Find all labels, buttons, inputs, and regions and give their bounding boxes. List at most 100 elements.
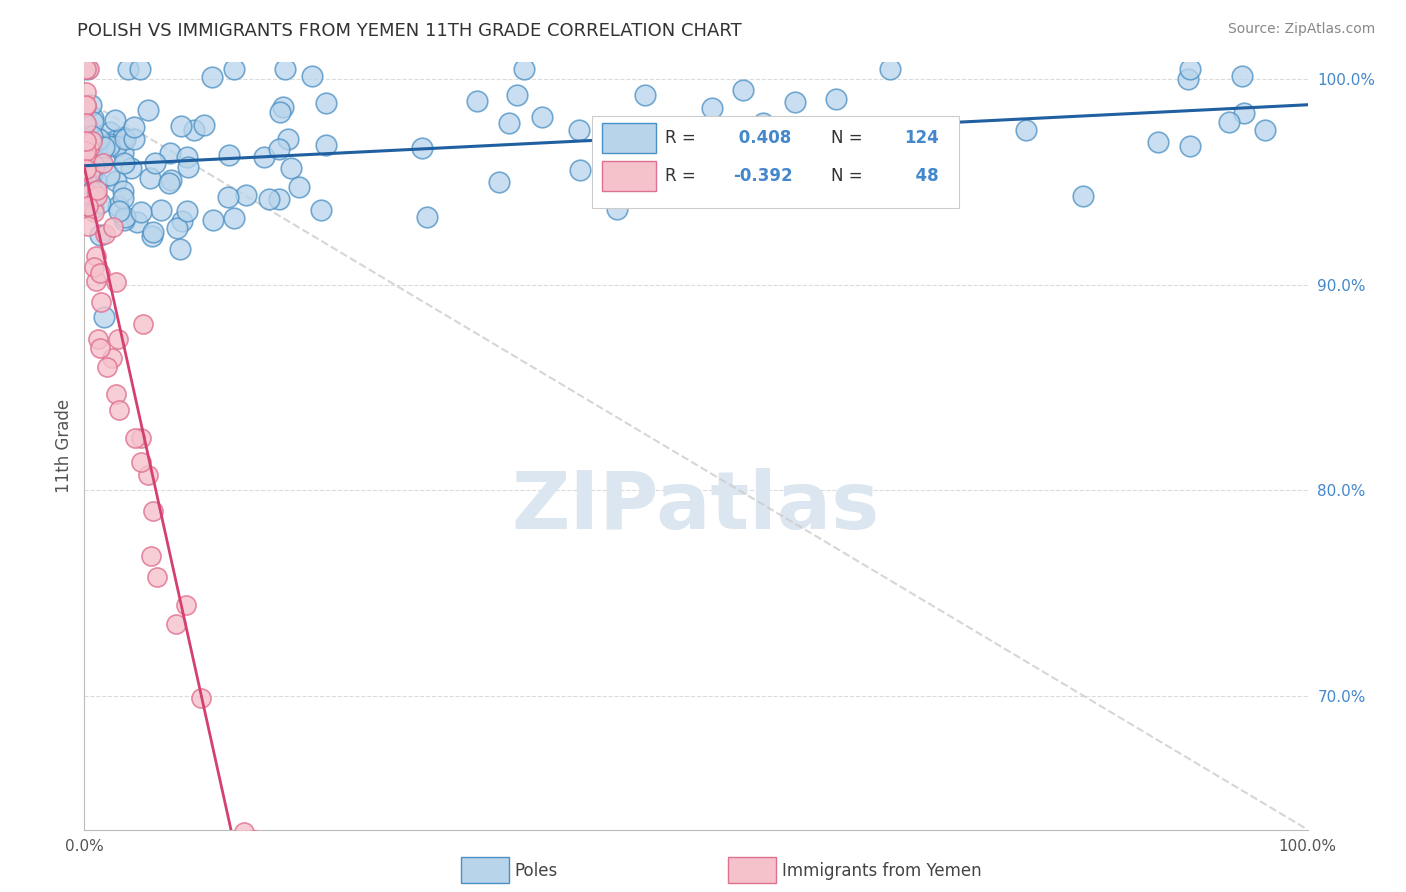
Point [141,228,163,243]
Point [166,220,188,235]
Point [936,136,959,151]
Point [80,168,103,182]
Point [89,196,111,211]
Point [277,132,299,146]
Point [94,227,117,242]
Point [411,141,433,155]
Text: Source: ZipAtlas.com: Source: ZipAtlas.com [1227,22,1375,37]
Point [124,132,146,146]
Point [83,260,105,275]
Point [1218,114,1240,128]
Point [613,164,636,178]
Point [98,125,121,139]
Point [96,360,118,375]
Text: R =: R = [665,167,702,185]
Point [201,70,224,84]
Point [80,98,103,112]
Point [107,332,129,346]
Point [301,69,323,83]
Point [465,95,488,109]
Point [107,199,129,213]
Point [76,199,98,213]
Y-axis label: 11th Grade: 11th Grade [55,399,73,493]
Point [98,139,121,153]
Point [112,213,135,227]
Point [80,134,103,148]
Point [75,98,97,112]
Point [202,212,225,227]
Point [165,616,187,631]
Point [416,210,439,224]
Point [752,115,775,129]
Point [136,103,159,117]
Point [1253,123,1275,137]
Point [505,87,527,102]
Point [157,176,180,190]
Point [82,112,104,126]
Point [628,142,651,156]
Point [176,203,198,218]
Point [76,121,98,136]
Point [159,173,181,187]
Text: N =: N = [831,128,868,146]
Point [141,549,163,563]
Point [75,85,97,99]
Point [259,192,281,206]
Point [129,431,152,445]
Point [146,570,169,584]
Point [142,225,165,239]
Point [128,62,150,76]
Point [89,341,111,355]
Point [193,118,215,132]
Point [1073,189,1095,203]
Point [87,132,110,146]
FancyBboxPatch shape [602,161,655,191]
Point [87,332,110,346]
Point [183,122,205,136]
Point [125,215,148,229]
Point [97,168,120,182]
Point [177,160,200,174]
Point [280,161,302,175]
Point [108,402,131,417]
Point [89,153,111,168]
Point [90,294,112,309]
Point [731,83,754,97]
Point [1177,71,1199,86]
Point [89,266,111,280]
Point [114,132,136,146]
Point [105,139,128,153]
Point [86,189,108,203]
Point [83,128,105,143]
Point [218,148,240,162]
Point [315,95,337,110]
Point [233,825,256,839]
Point [82,114,104,128]
Point [76,186,98,201]
Point [783,95,806,110]
Point [124,431,146,445]
Point [104,174,127,188]
Point [1178,62,1201,76]
Point [112,156,135,170]
Point [690,145,713,159]
Point [75,135,97,149]
Point [112,146,135,161]
Point [79,138,101,153]
Point [169,243,191,257]
Point [111,129,134,144]
Point [84,249,107,263]
Text: 0.408: 0.408 [733,128,792,146]
Text: Immigrants from Yemen: Immigrants from Yemen [782,862,981,880]
Point [111,184,134,198]
Point [634,87,657,102]
Point [825,92,848,106]
Point [84,274,107,288]
Point [75,161,97,176]
Point [82,128,104,143]
Point [129,454,152,468]
Point [235,187,257,202]
Point [105,387,128,401]
Point [269,104,291,119]
Point [75,116,97,130]
